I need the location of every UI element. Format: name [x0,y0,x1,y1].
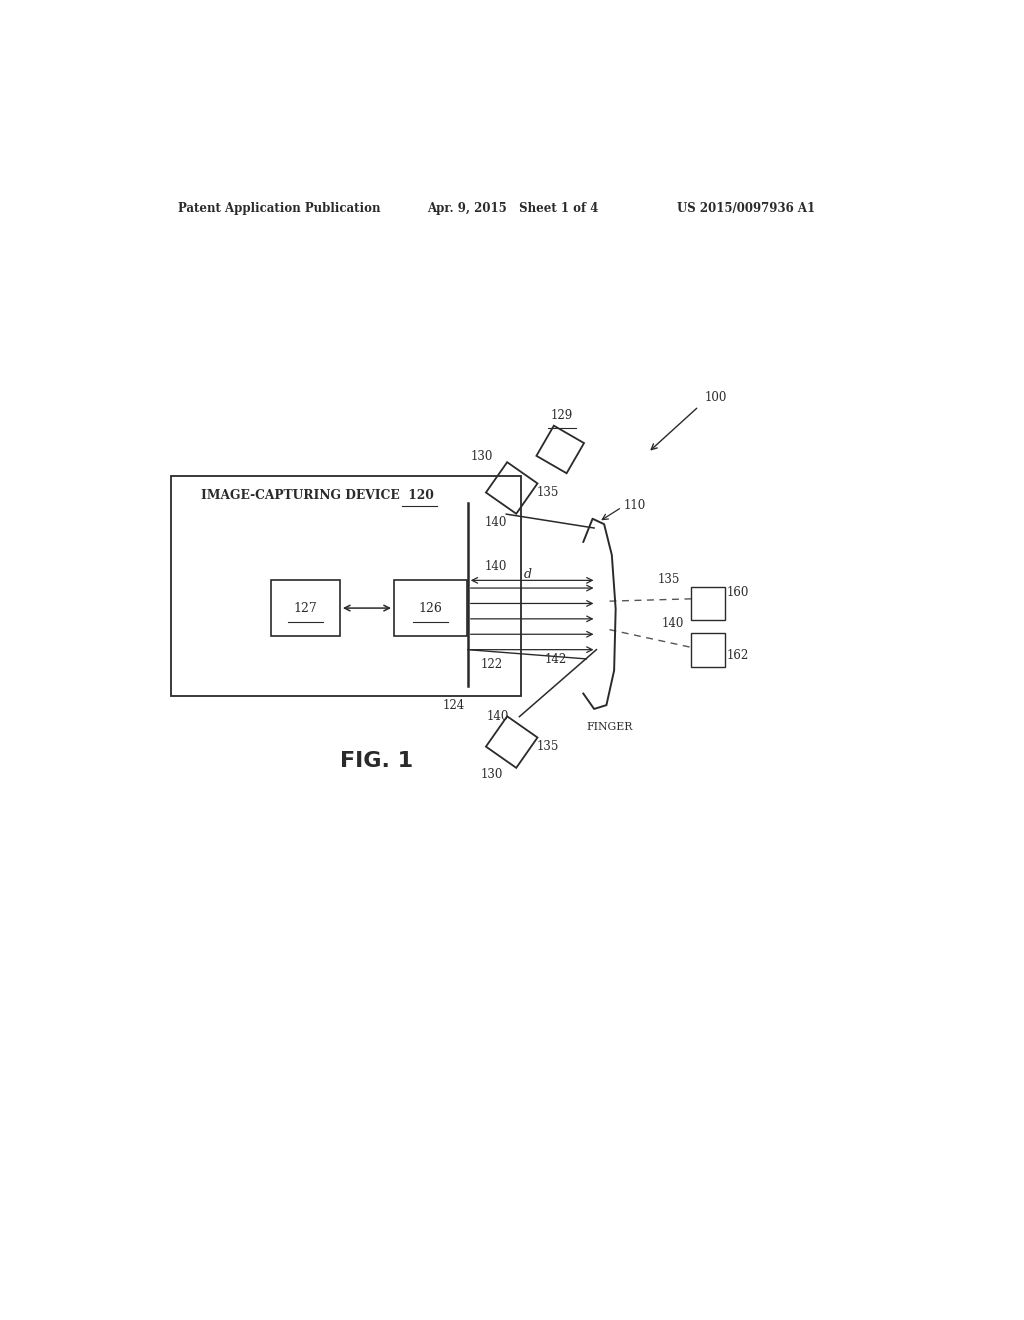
Text: d: d [523,568,531,581]
Text: 140: 140 [662,616,684,630]
Text: FIG. 1: FIG. 1 [340,751,414,771]
Text: 135: 135 [658,573,680,586]
Bar [171,477,521,696]
Text: Patent Application Publication: Patent Application Publication [178,202,381,215]
Text: 160: 160 [727,586,749,599]
Text: 135: 135 [538,486,559,499]
Text: FINGER: FINGER [587,722,633,731]
Bar [270,581,340,636]
Text: 110: 110 [624,499,645,512]
Text: US 2015/0097936 A1: US 2015/0097936 A1 [677,202,815,215]
Text: 130: 130 [481,768,503,781]
Text: Apr. 9, 2015   Sheet 1 of 4: Apr. 9, 2015 Sheet 1 of 4 [427,202,598,215]
Bar [691,586,725,620]
Text: 127: 127 [294,602,317,615]
Bar [394,581,467,636]
Text: 129: 129 [551,409,572,421]
Text: 140: 140 [486,710,509,723]
Text: 126: 126 [419,602,442,615]
Text: 162: 162 [727,649,749,661]
Bar [691,632,725,667]
Text: 124: 124 [442,700,465,711]
Text: 130: 130 [471,450,494,463]
Text: IMAGE-CAPTURING DEVICE  120: IMAGE-CAPTURING DEVICE 120 [202,490,434,502]
Text: 135: 135 [538,739,559,752]
Text: 142: 142 [545,653,567,665]
Text: 140: 140 [484,561,507,573]
Text: 140: 140 [484,516,507,529]
Text: 100: 100 [705,391,727,404]
Text: 122: 122 [481,659,503,671]
